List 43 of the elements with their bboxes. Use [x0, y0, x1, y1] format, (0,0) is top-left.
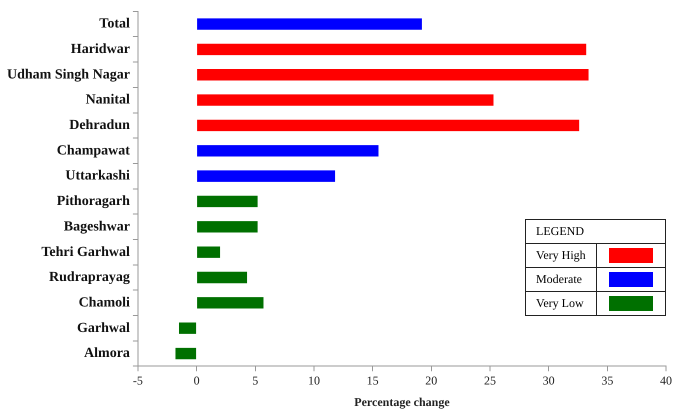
bar [197, 221, 258, 233]
bar [175, 348, 196, 360]
x-tick-label: 5 [252, 374, 258, 388]
x-tick-label: 20 [425, 374, 438, 388]
bar [178, 322, 196, 334]
bar [197, 120, 580, 132]
y-tick-label: Rudraprayag [49, 270, 130, 286]
y-tick-label: Pithoragarh [56, 194, 130, 210]
x-tick-label: 35 [601, 374, 614, 388]
legend-label: Very High [526, 244, 596, 268]
bar [197, 18, 422, 30]
x-tick-label: 0 [194, 374, 200, 388]
y-tick-label: Champawat [56, 143, 130, 158]
bar [197, 44, 586, 56]
x-tick-label: -5 [132, 374, 143, 388]
bar [197, 196, 258, 208]
legend-label: Very Low [526, 292, 596, 316]
y-tick-label: Dehradun [69, 118, 130, 134]
y-tick-label: Udham Singh Nagar [6, 67, 130, 82]
y-tick-label: Garhwal [77, 320, 130, 336]
y-tick-label: Uttarkashi [65, 168, 130, 184]
y-tick-label: Total [99, 16, 130, 32]
legend-label: Moderate [526, 268, 596, 292]
x-tick-label: 15 [366, 374, 379, 388]
x-tick-label: 40 [660, 374, 672, 388]
bar [197, 94, 494, 106]
y-tick-label: Tehri Garhwal [41, 244, 130, 260]
y-tick-label: Chamoli [78, 295, 130, 310]
x-tick-label: 25 [484, 374, 496, 388]
y-tick-label: Almora [84, 346, 130, 362]
bar [197, 69, 589, 80]
bar [197, 246, 220, 258]
y-tick-label: Haridwar [70, 42, 130, 58]
bar [197, 297, 264, 309]
y-tick-label: Nanital [86, 92, 130, 108]
y-tick-label: Bageshwar [64, 219, 130, 234]
x-tick-label: 30 [542, 374, 555, 388]
bar [197, 272, 248, 284]
legend-title: LEGEND [526, 220, 666, 244]
x-tick-label: 10 [308, 374, 320, 388]
bar [197, 145, 378, 156]
bar [197, 170, 336, 182]
x-axis-title: Percentage change [354, 394, 450, 409]
